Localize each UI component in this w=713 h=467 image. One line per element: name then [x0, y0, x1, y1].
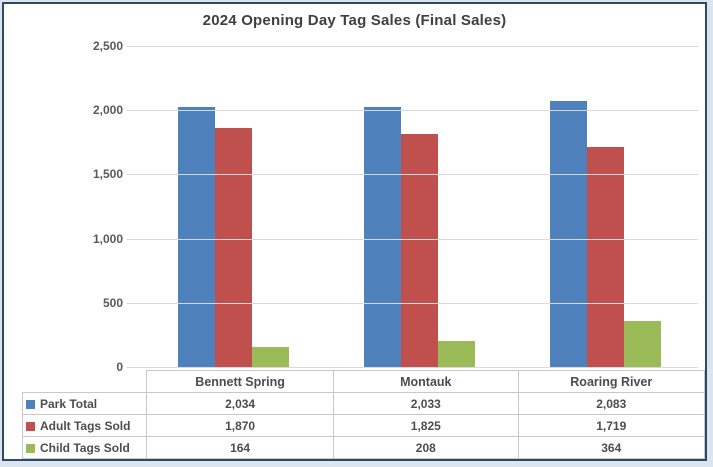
chart-frame: 2024 Opening Day Tag Sales (Final Sales)… — [2, 2, 707, 461]
y-axis-tick-label: 500 — [102, 295, 123, 310]
gridline-0 — [127, 367, 698, 368]
category-header: Bennett Spring — [146, 370, 335, 393]
y-axis-tick-label: 0 — [116, 360, 123, 374]
bar-adult-tags-sold — [400, 133, 438, 368]
gridline-500 — [127, 302, 698, 304]
value-cell: 1,719 — [517, 414, 706, 437]
table-corner-cell — [23, 371, 147, 393]
bar-group-roaring-river — [512, 47, 698, 368]
y-axis: 0 500 1,000 1,500 2,000 2,500 — [4, 39, 123, 374]
chart-title: 2024 Opening Day Tag Sales (Final Sales) — [202, 12, 507, 29]
value-cell: 2,083 — [517, 392, 706, 415]
legend-swatch-icon — [26, 421, 35, 431]
table-row: Adult Tags Sold 1,870 1,825 1,719 — [21, 414, 706, 437]
category-header: Roaring River — [517, 370, 706, 393]
series-name-label: Park Total — [40, 396, 98, 411]
series-name-label: Adult Tags Sold — [40, 418, 131, 433]
bar-groups — [140, 47, 698, 368]
value-cell: 208 — [333, 436, 519, 459]
bar-park-total — [363, 106, 401, 368]
category-header: Montauk — [333, 370, 519, 393]
y-axis-tick-label: 2,000 — [92, 103, 123, 118]
value-cell: 364 — [517, 436, 706, 459]
legend-cell: Child Tags Sold — [21, 436, 148, 459]
gridline-2500 — [127, 46, 698, 47]
bar-park-total — [177, 106, 215, 368]
table-row: Child Tags Sold 164 208 364 — [21, 436, 706, 459]
bar-group-bennett-spring — [140, 47, 326, 368]
gridline-1000 — [127, 238, 698, 240]
value-cell: 1,825 — [333, 414, 519, 437]
bar-adult-tags-sold — [586, 147, 624, 368]
series-name-label: Child Tags Sold — [40, 440, 130, 455]
value-cell: 2,034 — [146, 392, 335, 415]
value-cell: 1,870 — [146, 414, 335, 437]
bar-child-tags-sold — [251, 346, 289, 368]
table-row: Park Total 2,034 2,033 2,083 — [21, 392, 706, 415]
gridline-2000 — [127, 110, 698, 112]
gridline-1500 — [127, 174, 698, 176]
legend-swatch-icon — [26, 443, 35, 453]
table-header-row: Bennett Spring Montauk Roaring River — [23, 370, 706, 393]
bar-child-tags-sold — [437, 341, 475, 368]
y-axis-tick-label: 1,000 — [92, 231, 123, 246]
value-cell: 2,033 — [333, 392, 519, 415]
legend-cell: Adult Tags Sold — [21, 414, 148, 437]
bar-adult-tags-sold — [214, 127, 252, 368]
bar-park-total — [549, 100, 587, 368]
y-axis-tick-label: 1,500 — [92, 167, 123, 182]
bar-group-montauk — [326, 47, 512, 368]
legend-swatch-icon — [26, 399, 35, 409]
data-table: Bennett Spring Montauk Roaring River Park T… — [21, 370, 706, 459]
y-axis-tick-label: 2,500 — [92, 39, 123, 53]
value-cell: 164 — [146, 436, 335, 459]
plot-area — [127, 46, 698, 368]
legend-cell: Park Total — [21, 392, 148, 415]
bar-child-tags-sold — [623, 321, 661, 368]
